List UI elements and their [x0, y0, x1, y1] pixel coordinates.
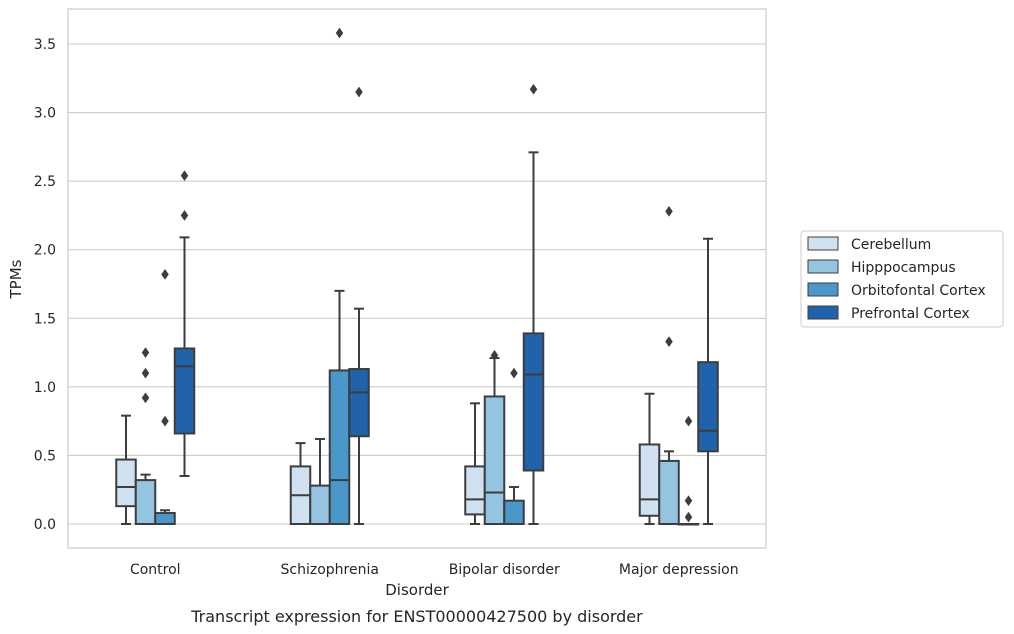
box-hipppocampus-3: [483, 349, 506, 526]
box-prefrontal-cortex-3: [522, 83, 545, 525]
box-iqr: [464, 465, 486, 516]
outlier-point: [684, 495, 693, 507]
x-tick-label: Schizophrenia: [281, 562, 379, 578]
x-tick-label: Bipolar disorder: [449, 562, 560, 578]
outlier-point: [141, 392, 150, 404]
y-tick-label: 0.5: [34, 448, 56, 464]
chart-caption: Transcript expression for ENST0000042750…: [190, 607, 643, 626]
y-tick-label: 1.5: [34, 311, 56, 327]
legend-swatch: [807, 236, 839, 251]
outlier-point: [490, 349, 499, 361]
y-tick-label: 3.5: [34, 37, 56, 53]
box-plot-series: [115, 27, 719, 526]
outlier-point: [510, 367, 518, 379]
box-cerebellum-1: [115, 414, 137, 525]
legend-label: Hipppocampus: [851, 260, 956, 276]
legend-label: Prefrontal Cortex: [851, 306, 970, 322]
box-iqr: [348, 368, 370, 438]
outlier-point: [355, 86, 363, 98]
outlier-point: [665, 205, 673, 217]
box-iqr: [638, 443, 661, 517]
x-axis-title: Disorder: [385, 581, 449, 599]
legend-swatch: [807, 282, 839, 297]
y-tick-label: 3.0: [34, 106, 56, 122]
x-axis-ticks: Control Schizophrenia Bipolar disorder Majo…: [130, 562, 739, 578]
box-hipppocampus-1: [134, 347, 157, 526]
outlier-point: [684, 415, 693, 427]
legend-swatch: [807, 259, 839, 274]
y-axis-title: TPMs: [7, 259, 25, 299]
outlier-point: [180, 209, 189, 221]
outlier-point: [335, 27, 344, 39]
box-hipppocampus-4: [658, 205, 680, 525]
y-tick-label: 2.5: [34, 174, 56, 190]
box-iqr: [658, 459, 680, 525]
box-iqr: [328, 369, 351, 525]
box-iqr: [483, 395, 506, 526]
y-tick-label: 1.0: [34, 380, 56, 396]
y-tick-label: 2.0: [34, 243, 56, 259]
legend-swatch: [807, 305, 839, 320]
y-axis-ticks: 0.0 0.5 1.0 1.5 2.0 2.5 3.0 3.5: [34, 37, 56, 533]
outlier-point: [180, 170, 189, 182]
box-iqr: [154, 512, 176, 526]
box-orbitofontal-cortex-4: [677, 415, 700, 526]
outlier-point: [141, 347, 150, 359]
legend: Cerebellum Hipppocampus Orbitofontal Corte…: [800, 230, 1004, 328]
box-cerebellum-3: [464, 402, 486, 525]
box-orbitofontal-cortex-1: [154, 268, 176, 526]
box-orbitofontal-cortex-3: [503, 367, 525, 525]
x-tick-label: Control: [130, 562, 181, 578]
box-cerebellum-4: [638, 392, 661, 525]
box-iqr: [503, 499, 525, 525]
box-hipppocampus-2: [309, 437, 331, 525]
box-iqr: [309, 484, 331, 525]
outlier-point: [529, 83, 538, 95]
box-prefrontal-cortex-1: [173, 170, 196, 478]
legend-frame: [800, 230, 1004, 328]
plot-frame: [67, 8, 767, 549]
legend-label: Orbitofontal Cortex: [851, 283, 986, 299]
outlier-point: [684, 511, 693, 523]
box-prefrontal-cortex-4: [697, 237, 719, 525]
outlier-point: [141, 367, 150, 379]
y-tick-label: 0.0: [34, 517, 56, 533]
outlier-point: [161, 268, 169, 280]
box-iqr: [134, 479, 157, 526]
box-iqr: [522, 332, 545, 472]
outlier-point: [665, 336, 673, 348]
box-iqr: [173, 347, 196, 435]
box-prefrontal-cortex-2: [348, 86, 370, 525]
legend-label: Cerebellum: [851, 237, 931, 253]
x-tick-label: Major depression: [619, 562, 739, 578]
grid-lines: [68, 43, 766, 525]
outlier-point: [161, 415, 169, 427]
box-iqr: [115, 458, 137, 508]
box-orbitofontal-cortex-2: [328, 27, 351, 525]
box-iqr: [697, 361, 719, 453]
